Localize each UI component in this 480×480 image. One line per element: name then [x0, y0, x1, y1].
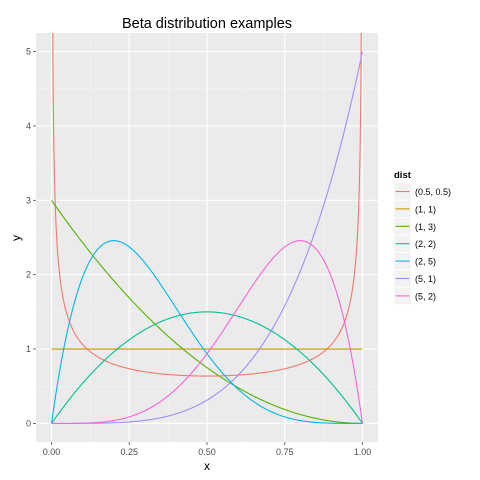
legend-item: (2, 2)	[393, 234, 436, 253]
legend-label: (0.5, 0.5)	[415, 187, 451, 197]
legend-label: (1, 3)	[415, 222, 436, 232]
legend-item: (2, 5)	[393, 252, 436, 270]
chart-title: Beta distribution examples	[122, 16, 292, 32]
legend-title: dist	[394, 170, 412, 181]
legend-item: (1, 3)	[393, 217, 436, 236]
x-tick-label: 0.00	[43, 447, 61, 457]
series-lines	[51, 33, 363, 424]
legend-item: (5, 2)	[393, 287, 436, 305]
x-tick-label: 0.75	[276, 447, 294, 457]
y-tick-label: 5	[26, 47, 31, 57]
legend-label: (5, 2)	[415, 291, 436, 301]
x-tick-label: 0.25	[121, 447, 139, 457]
y-axis-title: y	[9, 235, 23, 241]
x-axis-title: x	[204, 459, 210, 473]
legend-item: (1, 1)	[393, 200, 436, 218]
legend-item: (5, 1)	[393, 269, 436, 288]
legend-items: (0.5, 0.5) (1, 1) (1, 3) (2, 2) (2, 5) (5, 1)…	[393, 182, 451, 305]
series-line	[52, 33, 362, 377]
y-axis: 0 1 2 3 4 5	[26, 47, 36, 428]
legend-label: (2, 5)	[415, 257, 436, 267]
y-tick-label: 2	[26, 270, 31, 280]
y-tick-label: 1	[26, 344, 31, 354]
x-tick-label: 0.50	[198, 447, 216, 457]
series-line	[51, 200, 363, 424]
series-line	[51, 240, 363, 424]
legend: dist (0.5, 0.5)(1, 1)(1, 3)(2, 2)(2, 5)(…	[393, 170, 451, 305]
legend-label: (1, 1)	[415, 204, 436, 214]
legend-item: (0.5, 0.5)	[393, 182, 451, 201]
legend-label: (5, 1)	[415, 274, 436, 284]
series-line	[51, 311, 363, 424]
x-axis: 0.00 0.25 0.50 0.75 1.00	[43, 442, 371, 457]
x-tick-label: 1.00	[354, 447, 372, 457]
y-tick-label: 3	[26, 195, 31, 205]
y-tick-label: 0	[26, 418, 31, 428]
y-tick-label: 4	[26, 121, 31, 131]
legend-label: (2, 2)	[415, 239, 436, 249]
